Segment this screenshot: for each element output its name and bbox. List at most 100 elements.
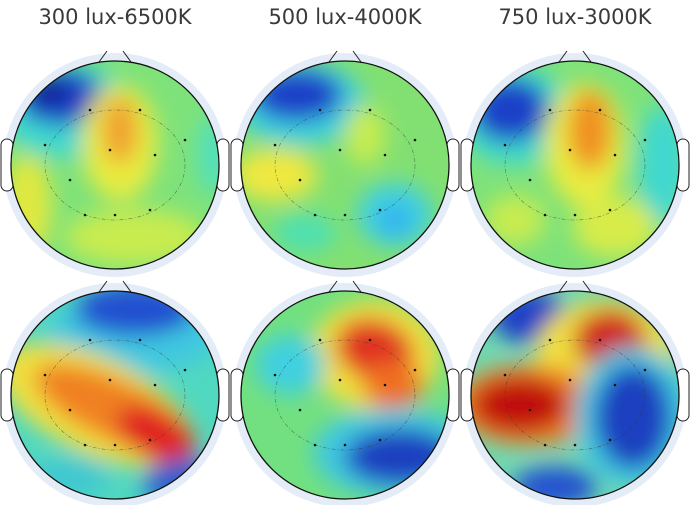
electrode [613, 153, 617, 157]
electrode [548, 108, 552, 112]
electrode [318, 338, 322, 342]
electrode [108, 148, 112, 152]
color-blob [273, 213, 337, 253]
topomap [0, 280, 230, 505]
color-blob [102, 96, 138, 164]
electrode [503, 373, 507, 377]
electrode [43, 373, 47, 377]
color-blob [345, 429, 449, 485]
electrode [318, 108, 322, 112]
column-title: 300 lux-6500K [38, 5, 192, 29]
scalp-map [241, 291, 449, 499]
electrode [298, 178, 302, 182]
head-outline [240, 290, 450, 500]
head-outline [470, 290, 680, 500]
head-outline [240, 60, 450, 270]
electrode [313, 443, 317, 447]
electrode [343, 213, 347, 217]
electrode [378, 438, 382, 442]
electrode [568, 148, 572, 152]
electrode [413, 138, 417, 142]
color-blob [255, 335, 325, 395]
electrode [68, 178, 72, 182]
topomap [460, 50, 690, 277]
nose [98, 280, 132, 293]
contour [274, 339, 416, 451]
electrode [183, 368, 187, 372]
color-blob [65, 209, 205, 265]
color-blob [363, 361, 423, 409]
topomap [460, 280, 690, 505]
electrode [413, 368, 417, 372]
electrode [608, 438, 612, 442]
color-blob [485, 195, 545, 245]
electrode [643, 138, 647, 142]
electrode [148, 208, 152, 212]
topomap [230, 50, 460, 277]
color-blob [198, 115, 219, 195]
electrode [573, 213, 577, 217]
electrode [543, 213, 547, 217]
color-blob [472, 377, 568, 433]
electrode [643, 368, 647, 372]
head-outline [10, 60, 220, 270]
color-blob [568, 90, 612, 170]
electrode [528, 408, 532, 412]
electrode [83, 213, 87, 217]
color-blob [595, 365, 671, 469]
contour [504, 109, 646, 221]
color-blob [379, 204, 411, 236]
electrode [543, 443, 547, 447]
electrode [153, 383, 157, 387]
head-outline [10, 290, 220, 500]
electrode [153, 153, 157, 157]
color-field [241, 61, 433, 253]
column-title: 500 lux-4000K [268, 5, 422, 29]
topomap [230, 280, 460, 505]
nose [98, 50, 132, 63]
electrode [148, 438, 152, 442]
electrode [548, 338, 552, 342]
electrode [298, 408, 302, 412]
electrode [68, 408, 72, 412]
contour [44, 339, 186, 451]
electrode [273, 143, 277, 147]
head-outline [470, 60, 680, 270]
electrode [343, 443, 347, 447]
contour [274, 109, 416, 221]
electrode [88, 108, 92, 112]
electrode [88, 338, 92, 342]
column-title: 750 lux-3000K [498, 5, 652, 29]
contour [504, 339, 646, 451]
electrode [138, 338, 142, 342]
color-blob [345, 105, 385, 165]
electrode [368, 108, 372, 112]
scalp-map [241, 61, 449, 269]
electrode [383, 383, 387, 387]
electrode [108, 378, 112, 382]
nose [328, 280, 362, 293]
electrode [338, 378, 342, 382]
nose [558, 50, 592, 63]
electrode [183, 138, 187, 142]
color-blob [241, 149, 317, 201]
electrode [338, 148, 342, 152]
electrode [573, 443, 577, 447]
electrode [503, 143, 507, 147]
scalp-map [11, 61, 219, 269]
electrode [113, 443, 117, 447]
electrode [608, 208, 612, 212]
electrode [598, 338, 602, 342]
electrode [43, 143, 47, 147]
nose [558, 280, 592, 293]
electrode [528, 178, 532, 182]
nose [328, 50, 362, 63]
electrode [113, 213, 117, 217]
electrode [613, 383, 617, 387]
color-blob [116, 405, 194, 465]
electrode [383, 153, 387, 157]
color-blob [573, 197, 657, 257]
electrode [598, 108, 602, 112]
